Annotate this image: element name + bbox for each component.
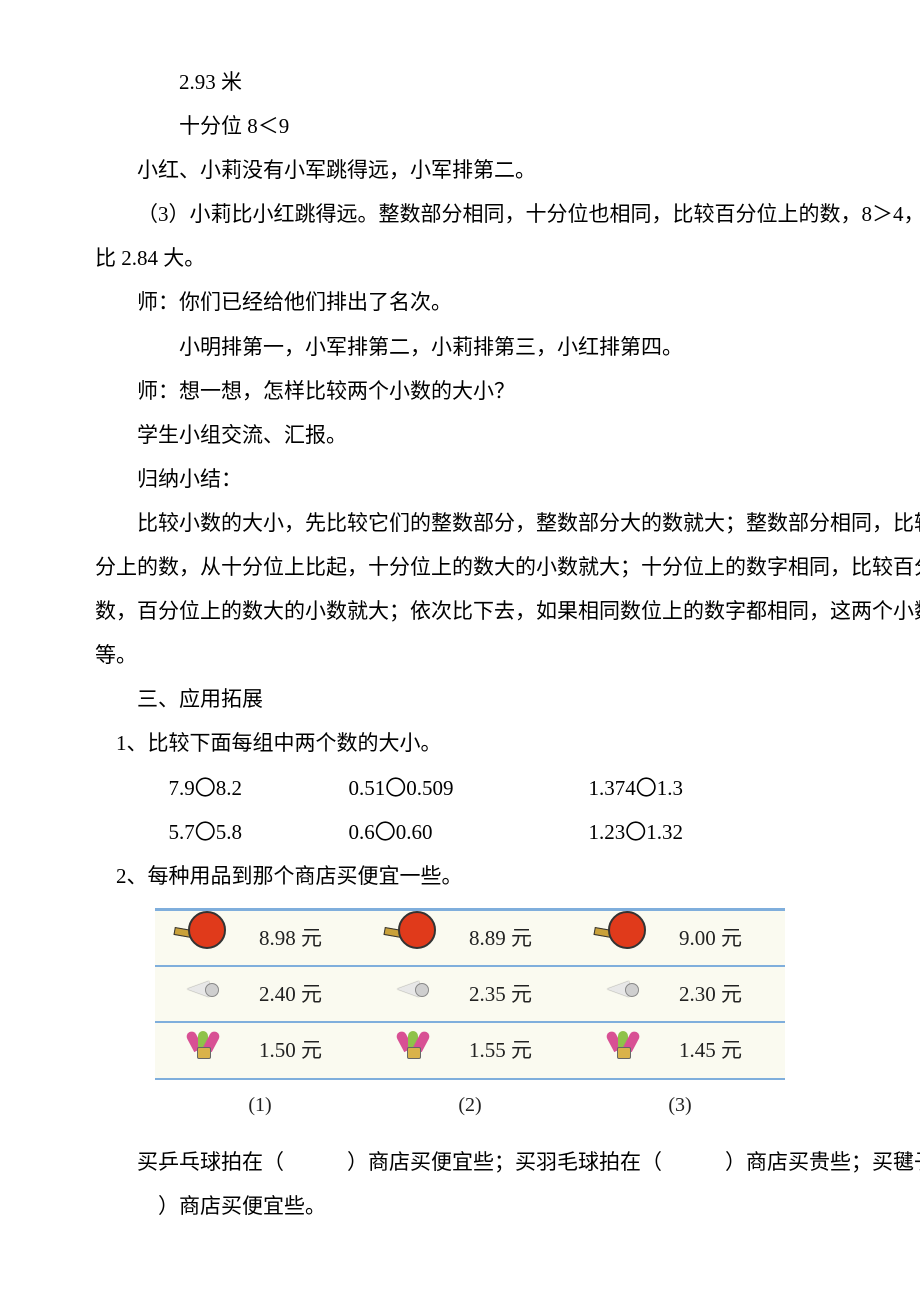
heading-section-3: 三、应用拓展 [95,677,920,721]
jianzi-icon [575,1022,671,1079]
price-shuttle: 2.30 元 [671,966,785,1022]
shuttlecock-icon [575,966,671,1022]
price-shuttle: 2.35 元 [461,966,575,1022]
jianzi-icon [365,1022,461,1079]
shuttlecock-icon [155,966,251,1022]
table-row: 1.55 元 [365,1022,575,1079]
compare-item: 1.23〇1.32 [589,810,769,854]
line-summary-title: 归纳小结： [95,457,920,501]
line-compare-hundredth: （3）小莉比小红跳得远。整数部分相同，十分位也相同，比较百分位上的数，8＞4，所… [95,192,920,280]
paddle-icon [155,909,251,966]
question-1: 1、比较下面每组中两个数的大小。 [95,721,920,765]
table-row: 8.89 元 [365,909,575,966]
table-row: 2.35 元 [365,966,575,1022]
compare-row-2: 5.7〇5.8 0.6〇0.60 1.23〇1.32 [169,810,920,854]
table-row: 8.98 元 [155,909,365,966]
store-label-row: (1) [155,1079,365,1130]
table-row: 2.40 元 [155,966,365,1022]
price-jianzi: 1.55 元 [461,1022,575,1079]
line-value: 2.93 米 [95,60,920,104]
price-paddle: 9.00 元 [671,909,785,966]
price-shuttle: 2.40 元 [251,966,365,1022]
fill-text: ）商店买贵些；买毽子拍在（ [725,1150,920,1174]
line-tenths: 十分位 8＜9 [95,104,920,148]
fill-blank-sentence: 买乒乓球拍在（ ）商店买便宜些；买羽毛球拍在（ ）商店买贵些；买毽子拍在（ ）商店买便… [95,1140,920,1228]
store-label: (2) [365,1079,575,1130]
shuttlecock-icon [365,966,461,1022]
store-label: (3) [575,1079,785,1130]
line-rank-jun: 小红、小莉没有小军跳得远，小军排第二。 [95,148,920,192]
table-row: 1.50 元 [155,1022,365,1079]
price-comparison-tables: 8.98 元2.40 元1.50 元(1)8.89 元2.35 元1.55 元(… [155,908,920,1130]
store-label-row: (2) [365,1079,575,1130]
line-summary-body: 比较小数的大小，先比较它们的整数部分，整数部分大的数就大；整数部分相同，比较小数… [95,501,920,677]
paddle-icon [365,909,461,966]
line-teacher-2: 师：想一想，怎样比较两个小数的大小？ [95,369,920,413]
fill-text: ）商店买便宜些。 [158,1194,326,1218]
table-row: 2.30 元 [575,966,785,1022]
table-row: 1.45 元 [575,1022,785,1079]
compare-item: 1.374〇1.3 [589,766,769,810]
question-2: 2、每种用品到那个商店买便宜一些。 [95,854,920,898]
table-row: 9.00 元 [575,909,785,966]
paddle-icon [575,909,671,966]
compare-row-1: 7.9〇8.2 0.51〇0.509 1.374〇1.3 [169,766,920,810]
line-rank-all: 小明排第一，小军排第二，小莉排第三，小红排第四。 [95,325,920,369]
compare-item: 0.6〇0.60 [349,810,589,854]
line-student-discuss: 学生小组交流、汇报。 [95,413,920,457]
store-label-row: (3) [575,1079,785,1130]
line-teacher-1: 师：你们已经给他们排出了名次。 [95,280,920,324]
compare-item: 7.9〇8.2 [169,766,349,810]
price-paddle: 8.89 元 [461,909,575,966]
fill-text: 买乒乓球拍在（ [137,1150,284,1174]
price-jianzi: 1.50 元 [251,1022,365,1079]
price-jianzi: 1.45 元 [671,1022,785,1079]
store-table: 8.98 元2.40 元1.50 元(1) [155,908,365,1130]
price-paddle: 8.98 元 [251,909,365,966]
store-table: 8.89 元2.35 元1.55 元(2) [365,908,575,1130]
compare-item: 0.51〇0.509 [349,766,589,810]
fill-text: ）商店买便宜些；买羽毛球拍在（ [347,1150,662,1174]
compare-item: 5.7〇5.8 [169,810,349,854]
store-table: 9.00 元2.30 元1.45 元(3) [575,908,785,1130]
store-label: (1) [155,1079,365,1130]
jianzi-icon [155,1022,251,1079]
